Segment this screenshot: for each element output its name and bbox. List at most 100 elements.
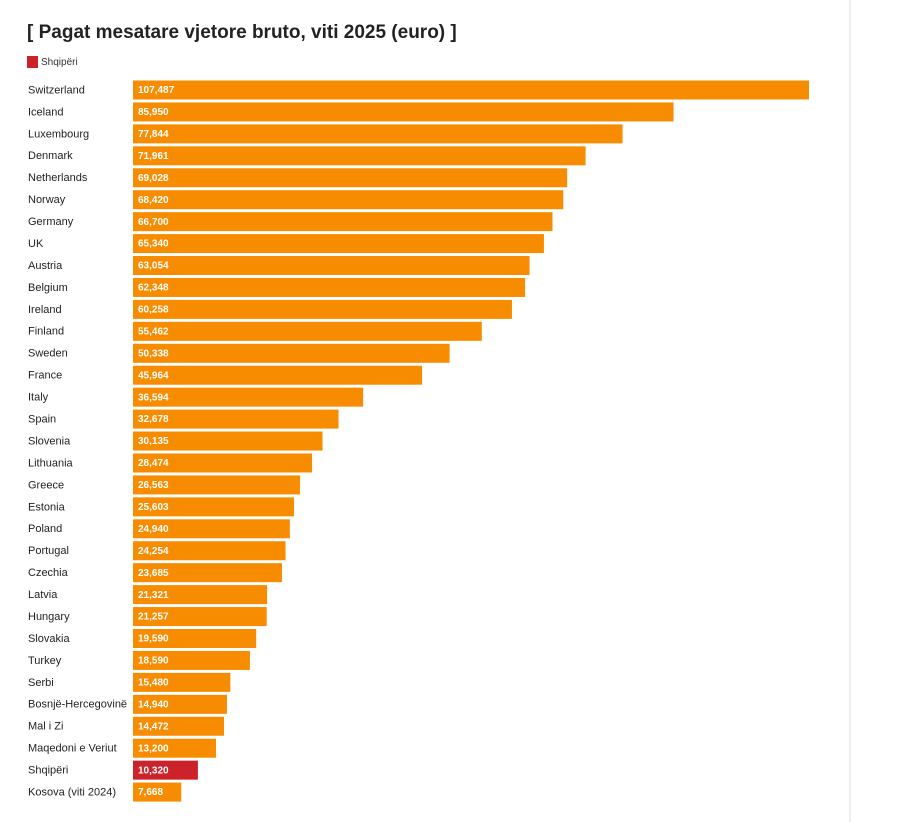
value-label: 30,135 <box>138 436 169 447</box>
bar <box>133 607 267 627</box>
value-label: 14,472 <box>138 721 169 732</box>
value-label: 68,420 <box>138 195 169 206</box>
bar <box>133 585 268 605</box>
bar <box>133 453 313 473</box>
value-label: 14,940 <box>138 699 169 710</box>
category-label: Slovenia <box>28 435 71 447</box>
bar <box>133 80 809 100</box>
category-label: Turkey <box>28 655 62 667</box>
bar <box>133 475 301 495</box>
value-label: 62,348 <box>138 283 169 294</box>
value-label: 18,590 <box>138 656 169 667</box>
category-label: Estonia <box>28 501 66 513</box>
value-label: 26,563 <box>138 480 169 491</box>
value-label: 63,054 <box>138 261 169 272</box>
category-label: Iceland <box>28 106 63 118</box>
bar <box>133 738 217 758</box>
value-label: 69,028 <box>138 173 169 184</box>
bar <box>133 190 564 210</box>
bar <box>133 760 198 780</box>
category-label: Switzerland <box>28 84 85 96</box>
bar <box>133 694 227 714</box>
bar <box>133 277 526 297</box>
bar <box>133 124 623 144</box>
bar <box>133 343 450 363</box>
bar <box>133 102 674 122</box>
bar <box>133 168 568 188</box>
value-label: 7,668 <box>138 787 163 798</box>
value-label: 15,480 <box>138 678 169 689</box>
bar <box>133 563 282 583</box>
value-label: 60,258 <box>138 305 169 316</box>
category-label: Mal i Zi <box>28 721 63 733</box>
category-label: Sweden <box>28 348 68 360</box>
bar <box>133 672 231 692</box>
bar <box>133 299 512 319</box>
value-label: 71,961 <box>138 151 169 162</box>
bar <box>133 387 364 407</box>
category-label: Lithuania <box>28 457 74 469</box>
category-label: Shqipëri <box>28 765 68 777</box>
value-label: 13,200 <box>138 743 169 754</box>
value-label: 24,940 <box>138 524 169 535</box>
bar <box>133 409 339 429</box>
value-label: 66,700 <box>138 217 169 228</box>
bar <box>133 431 323 451</box>
legend-swatch <box>27 56 38 68</box>
bar <box>133 541 286 561</box>
category-label: Poland <box>28 523 62 535</box>
bar <box>133 782 182 802</box>
category-label: Latvia <box>28 589 58 601</box>
category-label: Italy <box>28 392 49 404</box>
value-label: 65,340 <box>138 239 169 250</box>
bar <box>133 650 250 670</box>
bar <box>133 146 586 166</box>
value-label: 32,678 <box>138 414 169 425</box>
bar <box>133 716 225 736</box>
value-label: 24,254 <box>138 546 169 557</box>
category-label: Belgium <box>28 282 68 294</box>
value-label: 55,462 <box>138 326 169 337</box>
category-label: Portugal <box>28 545 69 557</box>
bar <box>133 234 544 254</box>
value-label: 21,321 <box>138 590 169 601</box>
category-label: Germany <box>28 216 74 228</box>
category-label: Serbi <box>28 677 54 689</box>
category-label: Finland <box>28 326 64 338</box>
bar <box>133 519 290 539</box>
category-label: Austria <box>28 260 63 272</box>
value-label: 36,594 <box>138 392 169 403</box>
bar <box>133 497 295 517</box>
value-label: 25,603 <box>138 502 169 513</box>
value-label: 19,590 <box>138 634 169 645</box>
value-label: 10,320 <box>138 765 169 776</box>
value-label: 77,844 <box>138 129 169 140</box>
category-label: Bosnjë-Hercegovinë <box>28 699 127 711</box>
category-label: Norway <box>28 194 66 206</box>
bar <box>133 321 482 341</box>
category-label: Greece <box>28 479 64 491</box>
category-label: Slovakia <box>28 633 70 645</box>
category-label: Spain <box>28 414 56 426</box>
category-label: France <box>28 370 62 382</box>
category-label: Denmark <box>28 150 73 162</box>
category-label: Maqedoni e Veriut <box>28 743 117 755</box>
legend-label: Shqipëri <box>41 57 78 68</box>
category-label: Luxembourg <box>28 128 89 140</box>
category-label: Netherlands <box>28 172 88 184</box>
value-label: 23,685 <box>138 568 169 579</box>
value-label: 21,257 <box>138 612 169 623</box>
bar <box>133 212 553 232</box>
category-label: UK <box>28 238 44 250</box>
chart-title: [ Pagat mesatare vjetore bruto, viti 202… <box>27 22 457 43</box>
bar <box>133 256 530 276</box>
category-label: Hungary <box>28 611 70 623</box>
bar <box>133 629 257 648</box>
value-label: 85,950 <box>138 107 169 118</box>
value-label: 107,487 <box>138 85 175 96</box>
category-label: Czechia <box>28 567 69 579</box>
value-label: 45,964 <box>138 370 169 381</box>
value-label: 50,338 <box>138 348 169 359</box>
